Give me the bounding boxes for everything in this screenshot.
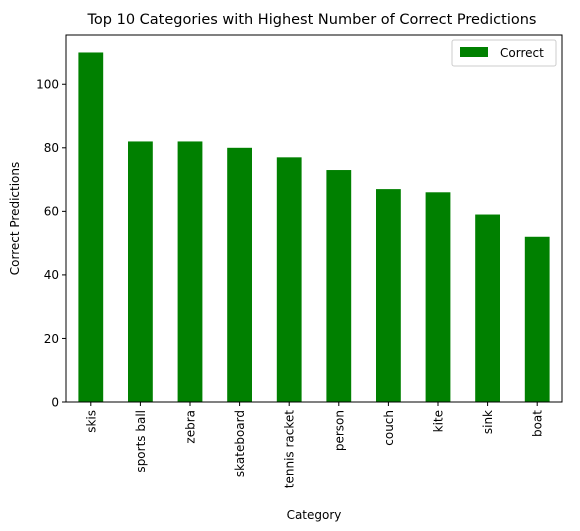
x-tick-label: kite [432,410,446,432]
y-tick-label: 100 [36,78,59,92]
legend-label: Correct [500,46,544,60]
x-tick-label: tennis racket [283,410,297,488]
bar-sports-ball [128,141,153,402]
x-tick-label: sink [481,410,495,434]
x-tick-label: skateboard [233,410,247,477]
bar-skateboard [227,147,252,402]
chart-title: Top 10 Categories with Highest Number of… [87,12,537,28]
x-axis-label: Category [287,508,342,522]
bar-kite [425,192,451,402]
legend: Correct [451,39,557,67]
x-tick-label: skis [84,410,98,433]
y-tick-label: 20 [44,332,59,346]
y-axis-label: Correct Predictions [8,162,22,275]
bar-boat [524,236,550,402]
x-tick-label: zebra [184,410,198,444]
x-tick-label: boat [531,410,545,437]
x-tick-label: person [332,410,346,451]
y-tick-label: 40 [44,268,59,282]
legend-frame [451,39,557,67]
y-tick-label: 0 [51,395,59,409]
x-tick-label: sports ball [134,410,148,473]
bar-sink [475,214,500,402]
y-tick-label: 80 [44,141,59,155]
plot-area: skis sports ball zebra skateboard tennis rac… [36,52,550,488]
y-tick-label: 60 [44,205,59,219]
x-tick-label: couch [382,410,396,446]
bar-couch [376,189,401,402]
plot-frame [65,34,563,403]
legend-swatch [460,47,488,57]
bar-zebra [177,141,203,402]
bar-skis [78,52,104,402]
bar-tennis-racket [276,157,302,402]
bar-person [326,170,352,402]
